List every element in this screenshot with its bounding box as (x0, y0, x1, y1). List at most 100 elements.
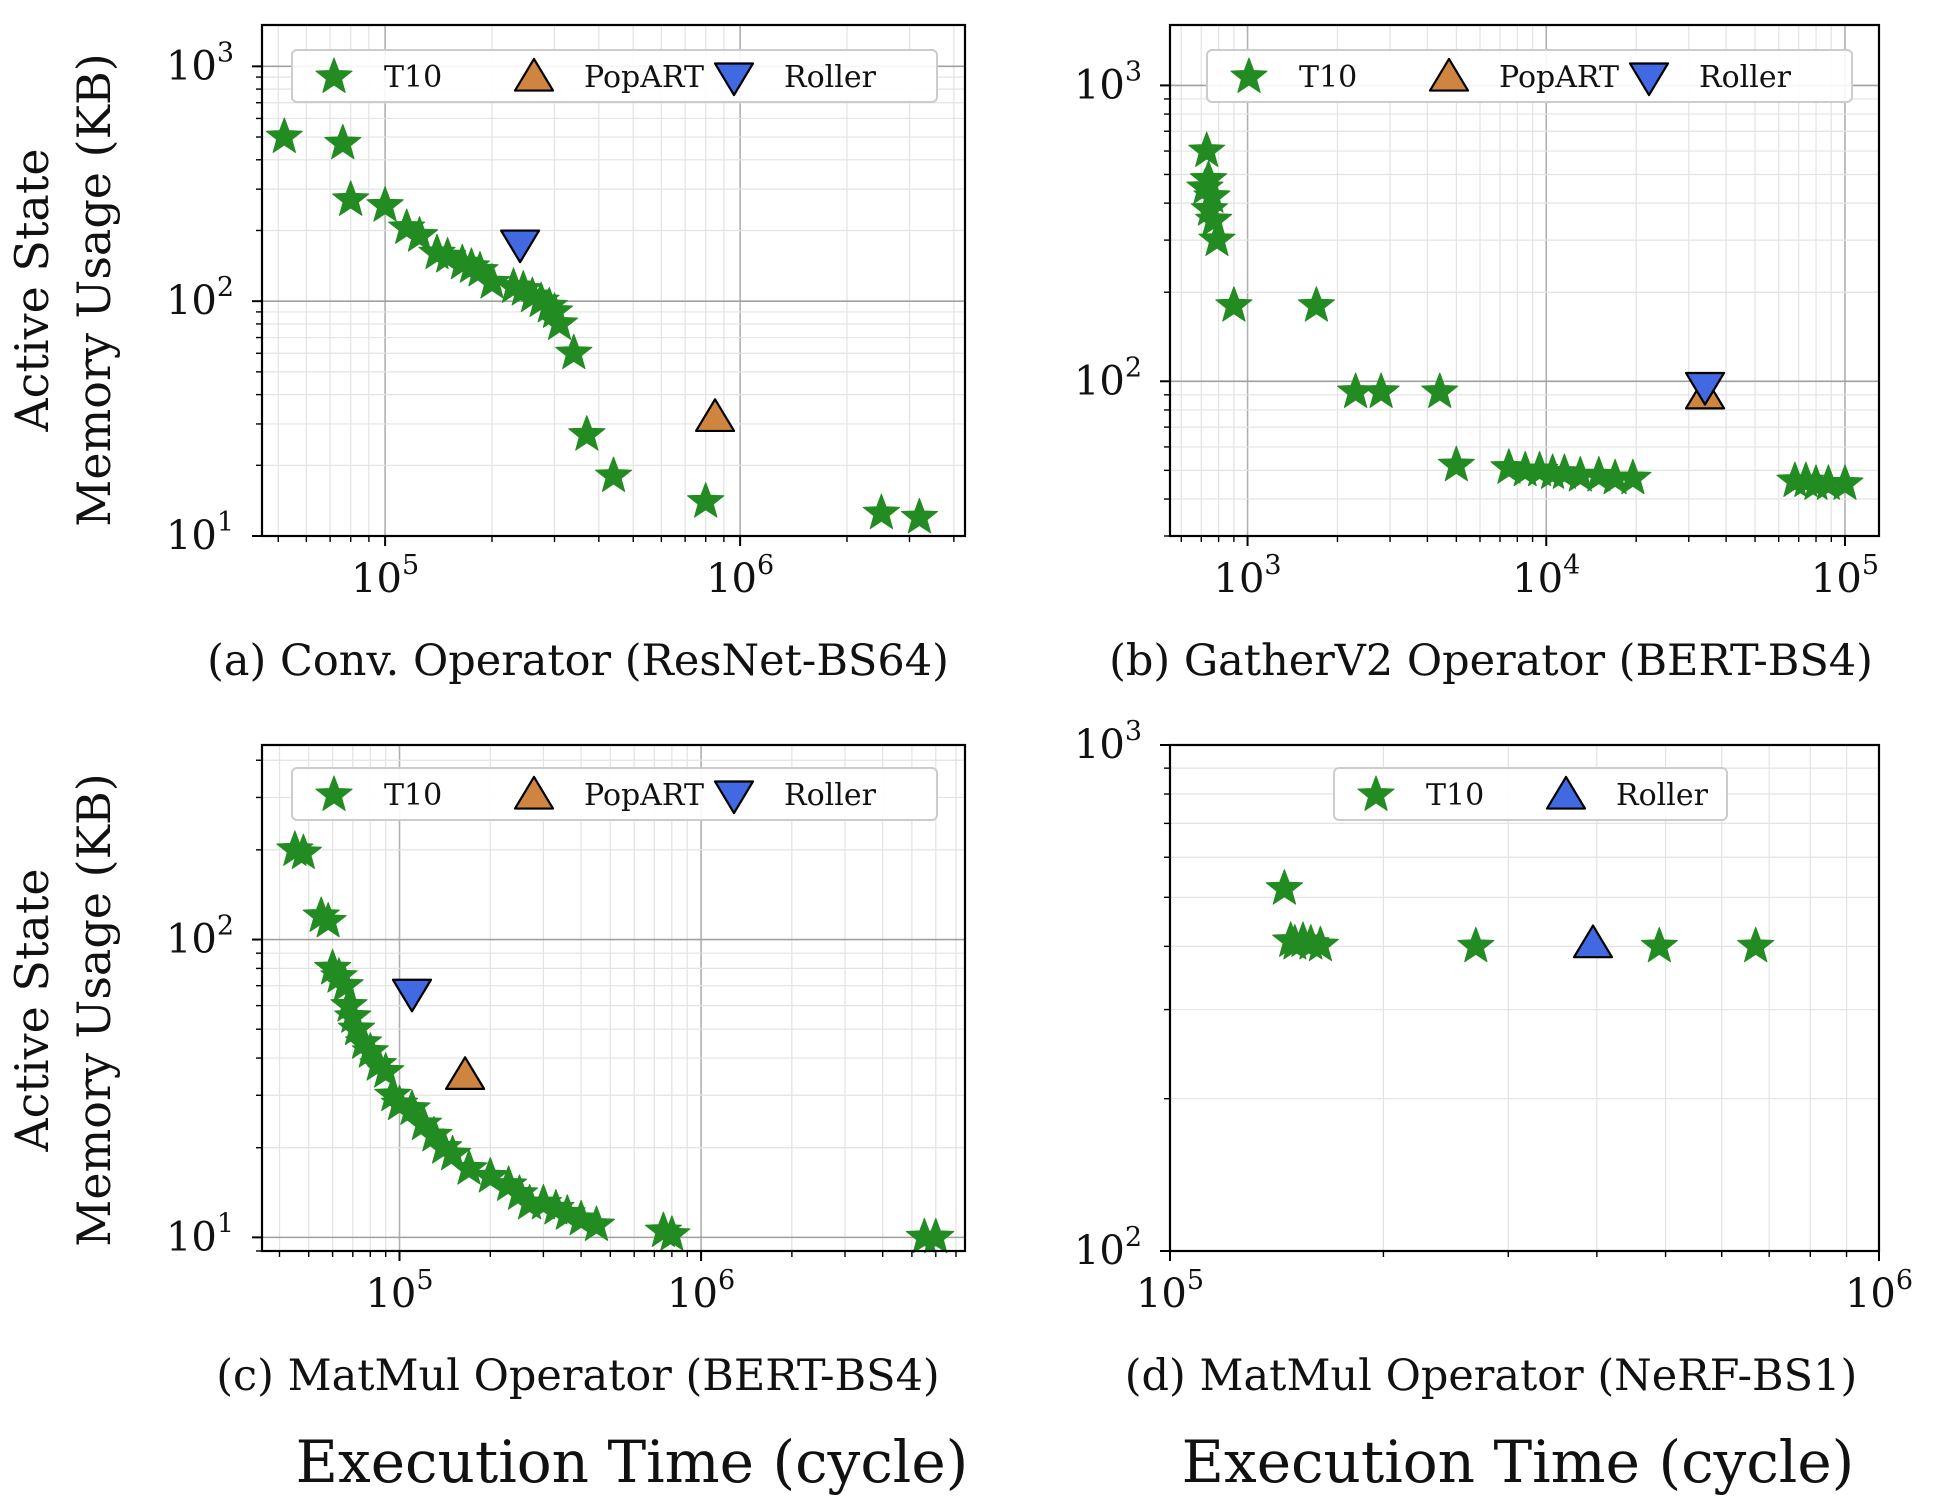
y-tick-base: 10 (1074, 358, 1125, 404)
y-tick-label: 102 (1074, 352, 1142, 404)
data-point-t10 (400, 216, 439, 252)
x-tick-base: 10 (365, 1271, 416, 1317)
data-point-t10 (1362, 372, 1400, 408)
x-tick-exponent: 5 (402, 550, 419, 581)
data-point-t10 (1301, 925, 1339, 962)
y-axis-label-top-line1: Active State (5, 148, 59, 432)
series-t10 (1186, 131, 1864, 500)
y-tick-exponent: 2 (217, 911, 234, 942)
x-axis-label-right: Execution Time (cycle) (1182, 1428, 1855, 1496)
legend-label-t10: T10 (384, 778, 442, 813)
data-point-t10 (450, 1149, 488, 1185)
data-point-t10 (366, 186, 404, 222)
y-tick-exponent: 3 (1125, 716, 1142, 747)
x-tick-base: 10 (351, 556, 402, 602)
legend-box (1206, 49, 1853, 103)
x-tick-label: 105 (351, 550, 419, 602)
x-tick-base: 10 (1214, 556, 1265, 602)
y-tick-exponent: 2 (1125, 1222, 1142, 1253)
series-t10 (276, 830, 955, 1254)
x-axis-label-left: Execution Time (cycle) (296, 1428, 969, 1496)
y-tick-label: 102 (166, 911, 234, 963)
plot-background (262, 745, 965, 1251)
x-tick-exponent: 6 (1896, 1265, 1913, 1296)
plot-background (262, 25, 965, 536)
x-tick-exponent: 5 (1187, 1265, 1204, 1296)
legend: T10 Roller (1333, 767, 1728, 821)
caption-d: (d) MatMul Operator (NeRF-BS1) (1125, 1351, 1858, 1401)
x-tick-exponent: 4 (1563, 550, 1580, 581)
y-tick-base: 10 (166, 917, 217, 963)
data-point-t10 (473, 263, 511, 299)
y-tick-label: 101 (166, 507, 234, 559)
legend-marker-t10 (1357, 775, 1395, 811)
data-point-t10 (577, 1205, 616, 1241)
legend-marker-roller (1545, 775, 1587, 810)
legend-label-popart: PopART (1499, 60, 1619, 95)
y-tick-base: 10 (1074, 62, 1125, 108)
series-roller (1572, 924, 1614, 959)
legend-label-popart: PopART (584, 60, 704, 95)
x-tick-label: 105 (1136, 1265, 1204, 1317)
data-point-t10 (1737, 926, 1775, 963)
data-point-t10 (1198, 220, 1236, 256)
plot-frame (1168, 23, 1881, 538)
data-point-t10 (1457, 926, 1495, 963)
x-tick-base: 10 (1512, 556, 1563, 602)
legend-label-t10: T10 (1426, 778, 1484, 813)
data-point-t10 (541, 304, 579, 340)
data-point-t10 (653, 1215, 691, 1251)
series-popart (694, 398, 736, 433)
y-tick-base: 10 (1074, 1228, 1125, 1274)
data-point-t10 (265, 117, 303, 153)
legend: T10 PopART Roller (291, 767, 938, 821)
x-tick-label: 106 (1845, 1265, 1913, 1317)
caption-a: (a) Conv. Operator (ResNet-BS64) (207, 636, 949, 686)
data-point-popart (694, 398, 736, 433)
legend-marker-t10 (315, 775, 353, 811)
data-point-popart (444, 1056, 486, 1090)
plot-background (1170, 745, 1879, 1251)
series-roller (499, 229, 541, 264)
data-point-t10 (434, 1134, 472, 1171)
legend-marker-roller (1628, 62, 1670, 97)
legend: T10 PopART Roller (291, 49, 938, 103)
x-tick-exponent: 3 (1264, 550, 1281, 581)
x-tick-exponent: 6 (757, 550, 774, 581)
x-tick-base: 10 (1136, 1271, 1187, 1317)
y-tick-base: 10 (166, 278, 217, 324)
legend-marker-popart (513, 775, 555, 810)
data-point-t10 (687, 482, 725, 518)
legend-label-roller: Roller (1699, 60, 1792, 95)
data-point-t10 (917, 1217, 955, 1254)
data-point-t10 (1640, 926, 1678, 963)
x-tick-exponent: 5 (416, 1265, 433, 1296)
legend-label-popart: PopART (584, 778, 704, 813)
series-t10 (265, 117, 938, 534)
legend-label-roller: Roller (784, 778, 877, 813)
data-point-t10 (332, 180, 370, 216)
data-point-t10 (1437, 445, 1475, 482)
legend-label-roller: Roller (1616, 778, 1709, 813)
y-axis-label-bottom-line2: Memory Usage (KB) (67, 773, 121, 1246)
y-tick-base: 10 (1074, 722, 1125, 768)
data-point-t10 (393, 1089, 431, 1125)
caption-c: (c) MatMul Operator (BERT-BS4) (216, 1351, 939, 1401)
y-tick-exponent: 1 (217, 507, 234, 538)
series-t10 (1265, 869, 1775, 963)
y-tick-exponent: 3 (1125, 56, 1142, 87)
series-roller (391, 978, 433, 1013)
x-tick-label: 104 (1512, 550, 1580, 602)
data-point-t10 (595, 456, 633, 492)
y-tick-label: 103 (166, 37, 234, 89)
legend-label-roller: Roller (784, 60, 877, 95)
x-tick-base: 10 (706, 556, 757, 602)
legend-label-t10: T10 (384, 60, 442, 95)
series-roller (1684, 371, 1726, 406)
plot-frame (260, 23, 967, 538)
legend: T10 PopART Roller (1206, 49, 1853, 103)
